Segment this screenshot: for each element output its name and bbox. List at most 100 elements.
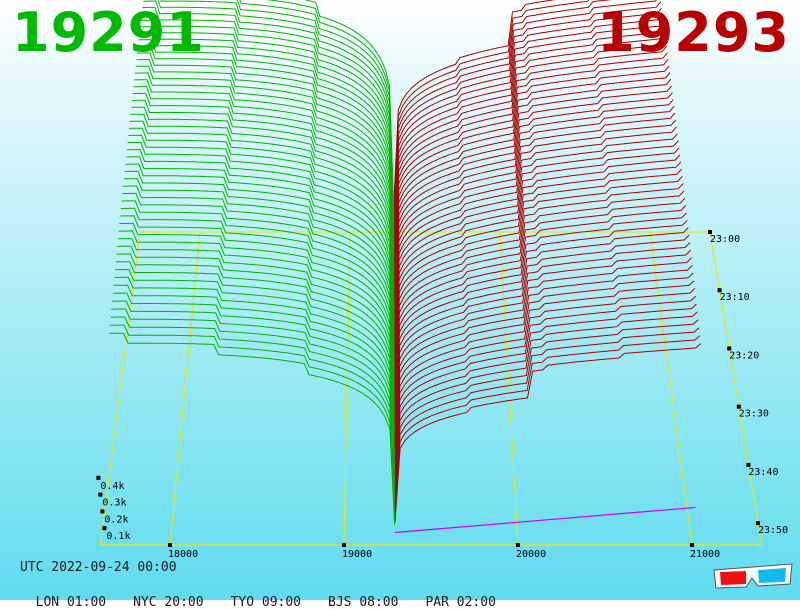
bid-snapshot-line [137, 45, 395, 286]
time-tick-label: 23:50 [758, 525, 788, 536]
bid-snapshot-line [140, 19, 395, 261]
bid-snapshot-line [134, 79, 395, 316]
bid-snapshot-line [123, 178, 395, 402]
y-tick-mark [100, 509, 105, 514]
bid-snapshot-line [139, 32, 395, 274]
bid-snapshot-line [140, 26, 395, 267]
ask-snapshot-line [393, 72, 671, 295]
bid-snapshot-line [133, 85, 395, 322]
grid-line [649, 231, 693, 546]
bid-snapshot-line [130, 113, 395, 347]
bid-snapshot-line [128, 127, 395, 359]
y-tick-label: 0.3k [102, 498, 126, 509]
grid-line [169, 231, 201, 546]
ask-snapshot-line [393, 52, 668, 276]
ask-snapshot-line [393, 85, 672, 307]
bid-snapshot-line [126, 156, 395, 383]
ask-snapshot-line [394, 161, 682, 374]
y-tick-label: 0.2k [104, 514, 128, 525]
time-tick-mark [727, 346, 732, 351]
bid-snapshot-line [120, 215, 395, 433]
x-tick-mark [690, 543, 694, 547]
timezone-bjs: BJS 08:00 [328, 595, 399, 610]
bid-snapshot-line [113, 284, 395, 488]
ask-snapshot-line [393, 26, 665, 252]
ask-snapshot-line [394, 197, 686, 405]
bid-snapshot-line [115, 261, 395, 470]
ask-snapshot-line [394, 219, 688, 423]
ask-snapshot-line [393, 105, 675, 325]
ask-snapshot-line [393, 99, 674, 319]
utc-timestamp: UTC 2022-09-24 00:00 [20, 560, 177, 575]
x-tick-label: 21000 [690, 549, 720, 560]
y-tick-mark [98, 492, 103, 497]
ask-snapshot-line [393, 32, 666, 258]
bid-snapshot-line [132, 92, 395, 328]
mid-price-line [394, 506, 696, 534]
ask-snapshot-line [394, 175, 683, 386]
ask-snapshot-line [394, 183, 684, 393]
bid-snapshot-line [112, 292, 395, 494]
bid-snapshot-line [117, 245, 395, 457]
ask-snapshot-line [393, 65, 670, 289]
time-tick-mark [746, 462, 751, 467]
x-tick-label: 18000 [168, 549, 198, 560]
bid-snapshot-line [116, 253, 395, 463]
y-tick-label: 0.1k [106, 531, 130, 542]
bid-snapshot-line [142, 6, 395, 249]
ask-snapshot-line [393, 78, 672, 301]
bid-snapshot-line [123, 185, 395, 408]
timezone-par: PAR 02:00 [425, 595, 496, 610]
ask-snapshot-line [394, 205, 687, 411]
x-tick-label: 19000 [342, 549, 372, 560]
ask-snapshot-line [394, 327, 700, 510]
y-tick-mark [102, 526, 107, 531]
ask-snapshot-line [393, 7, 663, 234]
ask-snapshot-line [394, 303, 697, 492]
ask-snapshot-line [393, 0, 612, 216]
bid-snapshot-line [143, 0, 395, 243]
ask-snapshot-line [394, 343, 702, 523]
bid-snapshot-line [126, 149, 395, 377]
bid-snapshot-line [131, 99, 395, 334]
ask-snapshot-line [394, 265, 693, 461]
bid-snapshot-line [110, 316, 396, 513]
time-tick-mark [755, 521, 760, 526]
ask-snapshot-line [394, 190, 685, 399]
ask-snapshot-line [394, 257, 692, 454]
bid-snapshot-line [266, 0, 395, 213]
bid-snapshot-line [119, 222, 395, 439]
bid-snapshot-line [117, 238, 395, 451]
ask-snapshot-line [394, 288, 696, 479]
floor-grid [99, 231, 763, 546]
bid-snapshot-line [109, 324, 396, 519]
bid-snapshot-line [121, 200, 395, 420]
ask-snapshot-line [394, 147, 680, 362]
chart-grid [99, 231, 763, 546]
bid-snapshot-line [134, 72, 395, 310]
time-tick-mark [708, 230, 712, 234]
bid-snapshot-line [141, 13, 395, 255]
time-tick-label: 23:20 [729, 350, 759, 361]
ask-snapshot-line [394, 234, 690, 436]
bid-snapshot-line [120, 207, 395, 426]
x-tick-label: 20000 [516, 549, 546, 560]
bid-snapshot-line [160, 0, 395, 231]
ask-snapshot-line [393, 39, 667, 264]
chart-axes: 18000 19000 20000 21000 0.1k 0.2k 0.3k 0.4k 23:0… [96, 230, 788, 560]
x-tick-mark [342, 543, 346, 547]
ask-snapshot-line [393, 92, 673, 313]
bid-snapshot-line [135, 65, 395, 304]
bid-snapshot-line [109, 332, 396, 525]
time-tick-label: 23:40 [748, 467, 778, 478]
bid-snapshot-line [127, 141, 395, 371]
3d-glasses-icon[interactable] [712, 560, 794, 592]
ask-snapshot-line [393, 126, 677, 343]
bid-snapshot-line [118, 230, 395, 445]
ask-snapshot-line [393, 112, 676, 331]
y-tick-label: 0.4k [100, 481, 124, 492]
ask-snapshot-line [394, 272, 694, 467]
ask-snapshot-line [394, 249, 692, 448]
time-tick-label: 23:10 [720, 292, 750, 303]
ask-snapshot-line [393, 140, 679, 356]
